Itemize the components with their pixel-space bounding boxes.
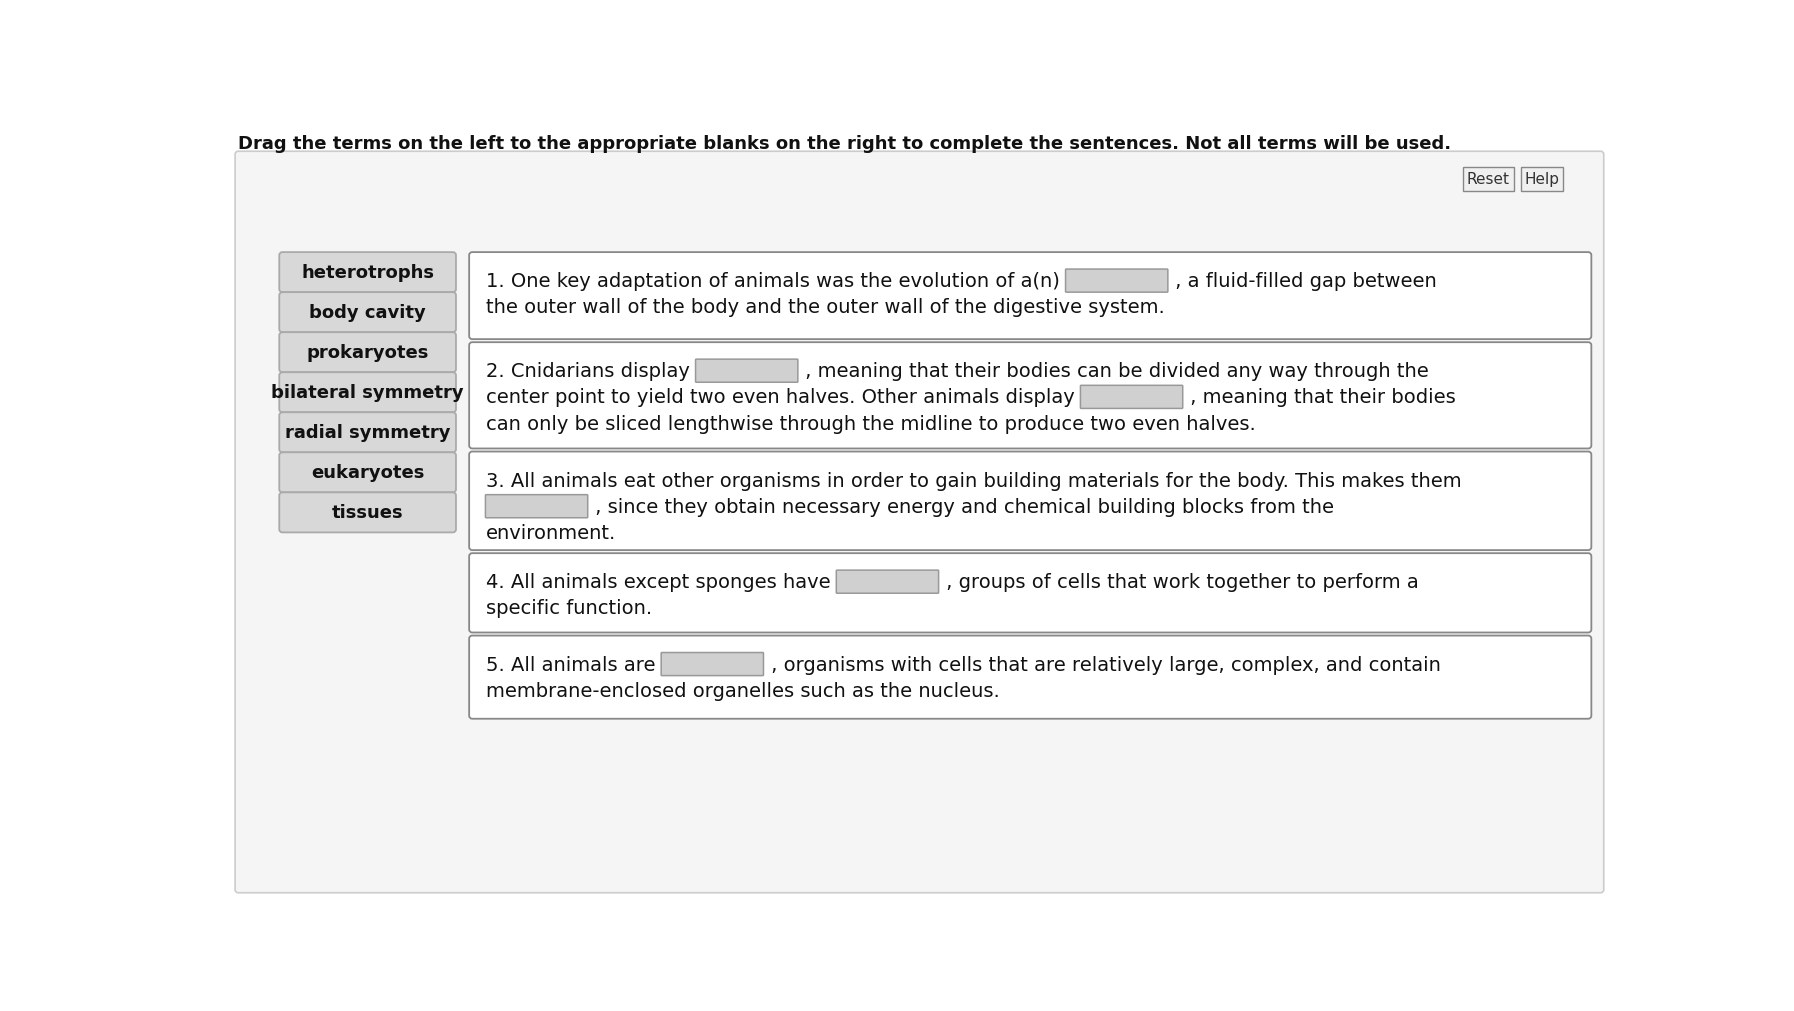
- FancyBboxPatch shape: [1066, 270, 1168, 293]
- FancyBboxPatch shape: [280, 493, 456, 533]
- Text: specific function.: specific function.: [486, 599, 653, 618]
- Text: , since they obtain necessary energy and chemical building blocks from the: , since they obtain necessary energy and…: [588, 497, 1335, 517]
- FancyBboxPatch shape: [1521, 168, 1563, 192]
- Text: center point to yield two even halves. Other animals display: center point to yield two even halves. O…: [486, 388, 1082, 407]
- FancyBboxPatch shape: [662, 653, 764, 676]
- Text: tissues: tissues: [332, 503, 404, 522]
- Text: the outer wall of the body and the outer wall of the digestive system.: the outer wall of the body and the outer…: [486, 298, 1164, 317]
- Text: , meaning that their bodies can be divided any way through the: , meaning that their bodies can be divid…: [800, 362, 1430, 381]
- Text: membrane-enclosed organelles such as the nucleus.: membrane-enclosed organelles such as the…: [486, 681, 999, 700]
- Text: , groups of cells that work together to perform a: , groups of cells that work together to …: [940, 572, 1419, 591]
- FancyBboxPatch shape: [696, 360, 798, 383]
- Text: , meaning that their bodies: , meaning that their bodies: [1184, 388, 1457, 407]
- Text: prokaryotes: prokaryotes: [307, 344, 429, 362]
- FancyBboxPatch shape: [1080, 386, 1182, 409]
- Text: heterotrophs: heterotrophs: [301, 264, 434, 282]
- FancyBboxPatch shape: [280, 253, 456, 293]
- Text: Drag the terms on the left to the appropriate blanks on the right to complete th: Drag the terms on the left to the approp…: [239, 135, 1451, 153]
- Text: 2. Cnidarians display: 2. Cnidarians display: [486, 362, 696, 381]
- FancyBboxPatch shape: [280, 453, 456, 493]
- Text: Help: Help: [1525, 172, 1559, 187]
- FancyBboxPatch shape: [280, 412, 456, 453]
- Text: 1. One key adaptation of animals was the evolution of a(n): 1. One key adaptation of animals was the…: [486, 272, 1066, 291]
- Text: can only be sliced lengthwise through the midline to produce two even halves.: can only be sliced lengthwise through th…: [486, 415, 1256, 433]
- Text: environment.: environment.: [486, 524, 617, 542]
- FancyBboxPatch shape: [470, 554, 1591, 633]
- Text: 3. All animals eat other organisms in order to gain building materials for the b: 3. All animals eat other organisms in or…: [486, 471, 1462, 490]
- Text: 5. All animals are: 5. All animals are: [486, 655, 662, 674]
- Text: , a fluid-filled gap between: , a fluid-filled gap between: [1170, 272, 1437, 291]
- FancyBboxPatch shape: [470, 343, 1591, 449]
- FancyBboxPatch shape: [470, 636, 1591, 719]
- FancyBboxPatch shape: [280, 333, 456, 373]
- FancyBboxPatch shape: [235, 152, 1604, 893]
- FancyBboxPatch shape: [1462, 168, 1514, 192]
- FancyBboxPatch shape: [470, 253, 1591, 340]
- Text: Reset: Reset: [1467, 172, 1511, 187]
- Text: body cavity: body cavity: [309, 304, 425, 321]
- FancyBboxPatch shape: [470, 452, 1591, 551]
- Text: 4. All animals except sponges have: 4. All animals except sponges have: [486, 572, 838, 591]
- FancyBboxPatch shape: [280, 293, 456, 333]
- FancyBboxPatch shape: [836, 570, 938, 593]
- FancyBboxPatch shape: [280, 373, 456, 412]
- Text: , organisms with cells that are relatively large, complex, and contain: , organisms with cells that are relative…: [764, 655, 1441, 674]
- Text: bilateral symmetry: bilateral symmetry: [271, 384, 465, 401]
- FancyBboxPatch shape: [486, 495, 588, 519]
- Text: radial symmetry: radial symmetry: [285, 424, 450, 442]
- Text: eukaryotes: eukaryotes: [310, 464, 425, 482]
